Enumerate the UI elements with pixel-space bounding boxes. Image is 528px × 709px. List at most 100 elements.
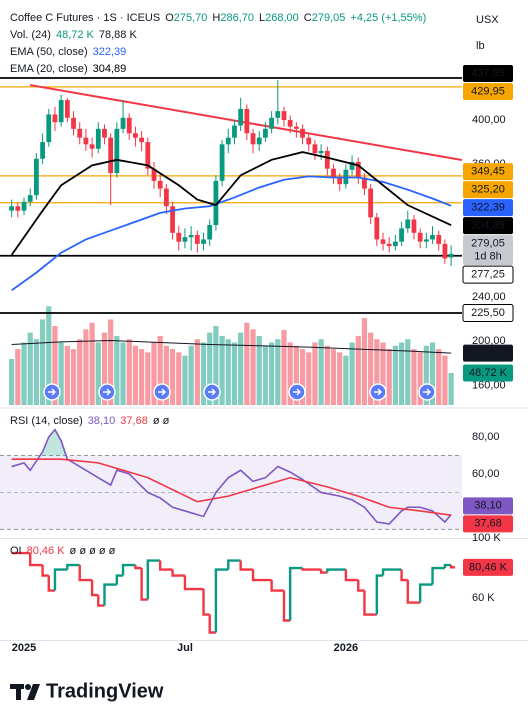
candle-body: [355, 162, 361, 178]
volume-bar: [182, 355, 188, 405]
candle-body: [263, 128, 268, 138]
volume-bar: [306, 352, 312, 405]
axis-badge: [462, 303, 514, 322]
axis-badge-label: 325,20: [471, 184, 505, 196]
candle-body: [83, 137, 89, 145]
event-arrow: [293, 388, 301, 396]
axis-badge-label: 279,05: [471, 238, 505, 250]
oi-step: [288, 566, 303, 621]
oi-step: [251, 569, 272, 582]
plot-layer: 400,00360,00240,00200,00160,002025Jul202…: [0, 12, 514, 654]
volume-bar: [429, 342, 436, 405]
candle-body: [64, 100, 70, 118]
oi-step: [41, 565, 49, 577]
candle-body: [362, 177, 367, 189]
logo-part: [27, 684, 40, 700]
axis-badge-label: 225,50: [471, 307, 505, 319]
volume-bar: [188, 345, 194, 405]
oi-step: [301, 568, 322, 571]
axis-badge-label: 80,46 K: [469, 561, 508, 573]
candle-body: [102, 128, 107, 138]
event-arrow: [103, 388, 111, 396]
candle-body: [411, 219, 417, 233]
volume-bar: [225, 339, 231, 405]
rsi-line: [11, 428, 452, 525]
axis-badge: [463, 82, 513, 100]
volume-bar: [213, 326, 219, 405]
event-arrow: [208, 388, 216, 396]
legend-text: O: [165, 12, 174, 24]
oi-step: [90, 580, 99, 597]
volume-bar: [194, 339, 200, 405]
volume-bar: [448, 372, 454, 405]
candle-body: [423, 239, 429, 242]
legend-text: 279,05: [312, 12, 346, 24]
candle-body: [145, 142, 151, 169]
volume-bar: [398, 342, 405, 405]
volume-bar: [120, 342, 126, 405]
oi-step: [418, 583, 433, 603]
axis-badge: [463, 558, 513, 576]
oi-step: [282, 590, 291, 622]
brand-logo: [10, 684, 40, 700]
oi-step: [208, 614, 216, 634]
candle-body: [250, 133, 256, 145]
axis-badge: [463, 64, 513, 82]
volume-bar: [417, 352, 423, 405]
volume-bar: [70, 349, 77, 405]
legend-text: Vol. (24): [10, 29, 51, 41]
axis-badge-label: 37,68: [474, 518, 502, 530]
candle-body: [287, 119, 293, 127]
ema-line: [11, 175, 452, 292]
volume-bar: [405, 339, 411, 405]
pane-title: RSI (14, close): [10, 415, 83, 427]
oi-step: [443, 563, 452, 569]
oi-step: [431, 566, 445, 585]
legend-text: 48,72 K: [56, 29, 95, 41]
legend-text: +4,25 (+1,55%): [350, 12, 426, 24]
volume-bar: [442, 355, 448, 405]
volume-bar: [176, 352, 182, 405]
volume-bar: [151, 342, 157, 405]
y-tick-label: 400,00: [472, 114, 506, 126]
volume-bar: [132, 345, 139, 405]
volume-bar: [114, 335, 120, 405]
candle-body: [182, 237, 188, 242]
volume-bar: [386, 349, 392, 405]
candle-body: [15, 206, 21, 211]
volume-bar: [139, 349, 145, 405]
legend: EMA (50, close) 322,39: [10, 46, 126, 58]
oi-step: [121, 563, 136, 576]
volume-bar: [83, 329, 89, 405]
candle-body: [293, 126, 299, 129]
oi-step: [78, 565, 93, 582]
legend-text: 275,70: [174, 12, 208, 24]
volume-bar: [200, 342, 207, 405]
volume-bar: [33, 339, 39, 405]
candle-body: [139, 137, 145, 143]
axis-badge-label: 437,95: [471, 67, 505, 79]
candle-body: [52, 114, 58, 123]
event-arrow: [48, 388, 56, 396]
candle-body: [194, 235, 200, 244]
candle-body: [133, 133, 138, 138]
candle-body: [318, 150, 324, 154]
oi-step: [103, 583, 117, 606]
volume-bar: [101, 332, 108, 405]
candle-body: [58, 100, 64, 123]
legend-text: 286,70: [220, 12, 254, 24]
y-tick-label: 60 K: [472, 592, 495, 604]
oi-step: [449, 565, 456, 569]
candle-body: [89, 144, 95, 149]
candle-body: [176, 232, 182, 242]
oi-step: [202, 589, 210, 616]
volume-bar: [411, 349, 417, 405]
candle-body: [213, 180, 219, 226]
candle-body: [436, 235, 442, 244]
oi-step: [134, 565, 142, 570]
candle-body: [71, 117, 76, 129]
volume-bar: [287, 342, 293, 405]
oi-step: [319, 569, 328, 574]
axis-badge-label: 349,45: [471, 166, 505, 178]
